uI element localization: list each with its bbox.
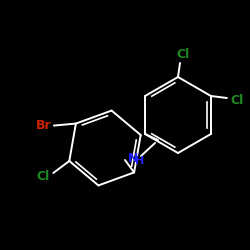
Text: H: H xyxy=(136,156,144,166)
Text: Cl: Cl xyxy=(37,170,50,183)
Text: Br: Br xyxy=(36,119,52,132)
Text: Cl: Cl xyxy=(176,48,190,62)
Text: N: N xyxy=(128,152,138,164)
Text: Cl: Cl xyxy=(230,94,243,106)
